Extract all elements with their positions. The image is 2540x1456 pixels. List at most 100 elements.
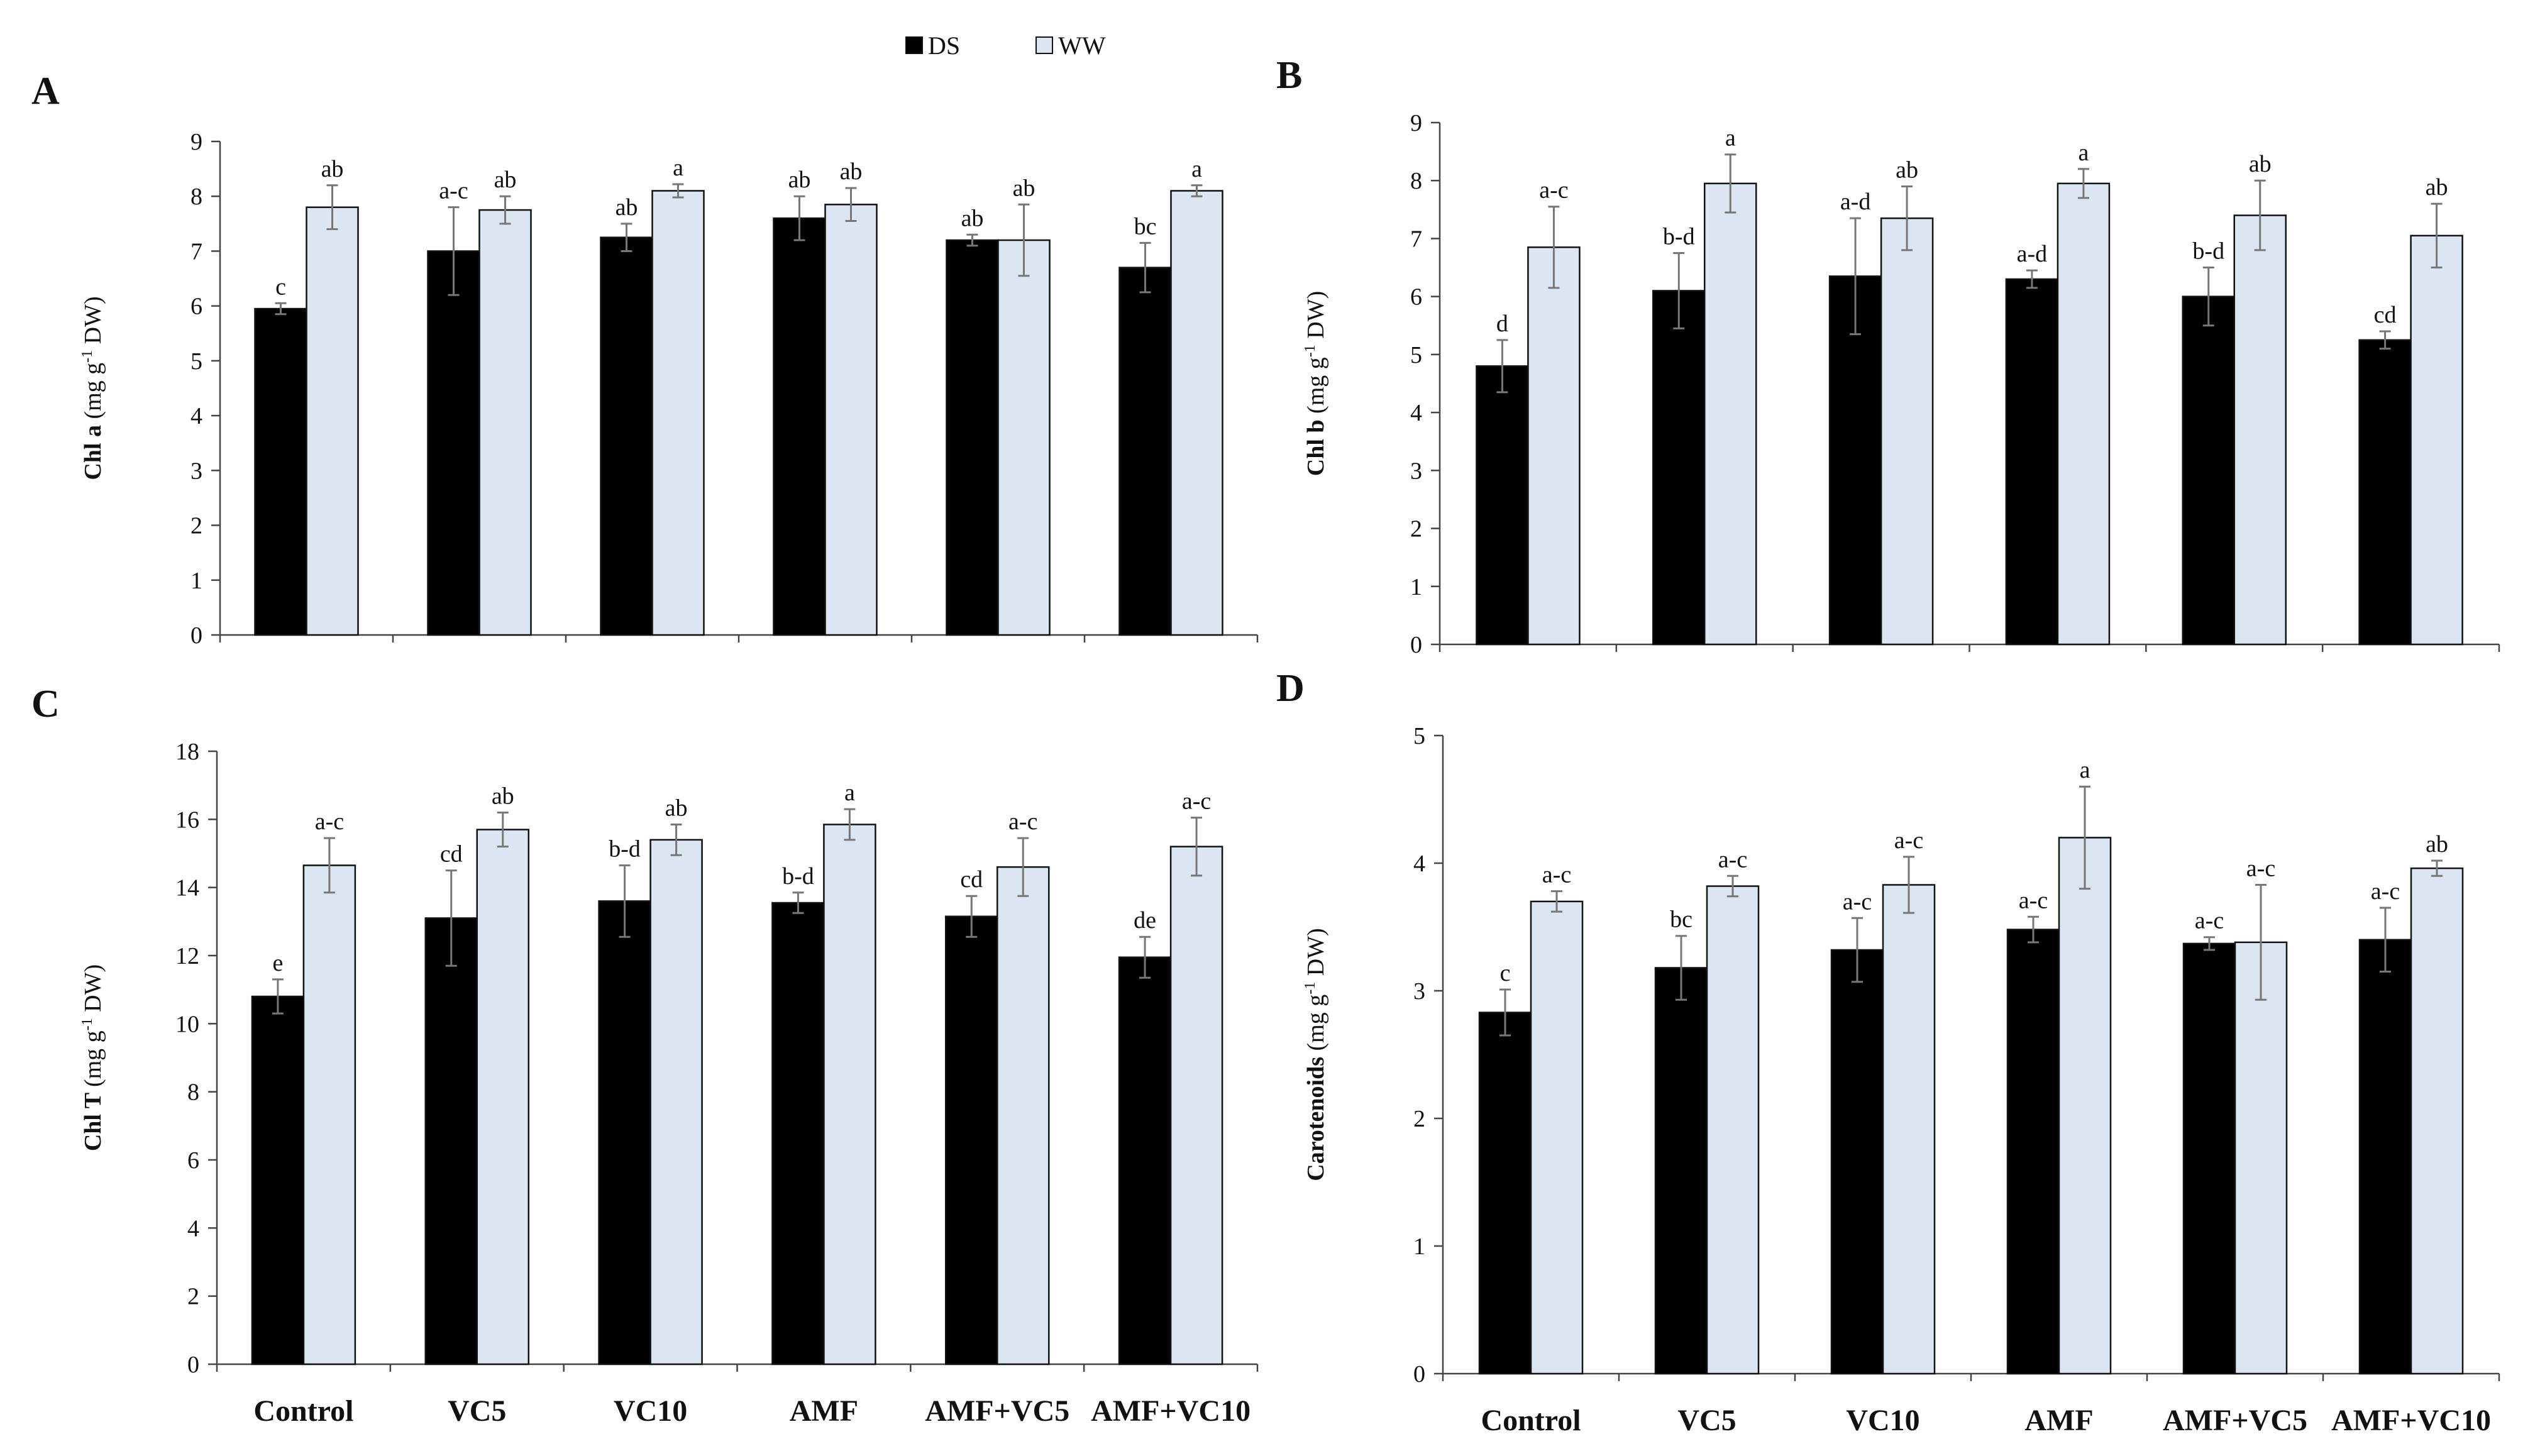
significance-letter-d-ds: bc <box>1670 907 1692 933</box>
bar-a-ww <box>306 206 359 636</box>
significance-letter-a-ww: a <box>1191 156 1202 182</box>
significance-letter-a-ds: ab <box>616 194 638 221</box>
x-tick-label-c: AMF <box>790 1394 858 1428</box>
significance-letter-c-ds: b-d <box>609 836 641 862</box>
significance-letter-b-ww: a <box>2078 140 2089 166</box>
significance-letter-c-ds: b-d <box>782 863 814 890</box>
y-tick-label-a: 6 <box>190 294 202 320</box>
bar-d-ww <box>2234 941 2288 1375</box>
bar-c-ds <box>251 995 305 1365</box>
bar-a-ds <box>1118 267 1172 636</box>
significance-letter-a-ww: ab <box>1013 175 1035 201</box>
bar-d-ww <box>2410 867 2464 1375</box>
legend-swatch-ds <box>905 36 923 54</box>
x-tick-label-d: AMF+VC10 <box>2331 1404 2491 1437</box>
bar-b-ds <box>2005 278 2059 646</box>
y-tick-label-c: 14 <box>175 875 199 902</box>
y-tick-label-a: 1 <box>190 568 202 594</box>
significance-letter-d-ww: ab <box>2426 831 2448 858</box>
bar-b-ds <box>1652 290 1706 646</box>
significance-letter-a-ds: ab <box>961 205 984 231</box>
bar-d-ww <box>2058 837 2112 1375</box>
bar-c-ds <box>424 917 478 1365</box>
bar-c-ds <box>771 902 825 1365</box>
significance-letter-a-ds: c <box>275 273 286 300</box>
bar-a-ds <box>600 236 653 636</box>
significance-letter-c-ww: a <box>844 780 855 806</box>
panel-label-c: C <box>31 683 60 725</box>
bar-b-ww <box>2233 214 2287 646</box>
significance-letter-c-ww: ab <box>665 795 688 821</box>
bar-b-ww <box>1527 246 1581 646</box>
y-tick-label-a: 7 <box>190 238 202 265</box>
significance-letter-b-ww: ab <box>2426 174 2448 201</box>
significance-letter-c-ww: a-c <box>1008 808 1037 835</box>
y-tick-label-b: 3 <box>1410 458 1422 484</box>
bar-b-ww <box>2410 234 2463 646</box>
chart-panel-d: D 0 1 2 3 4 5 Carotenoids (mg g-1 DW) c a-c Contro… <box>1276 667 2500 1437</box>
bar-b-ww <box>1880 217 1934 646</box>
significance-letter-d-ds: a-c <box>2371 878 2400 905</box>
y-tick-label-c: 16 <box>175 807 199 833</box>
significance-letter-d-ww: a-c <box>1718 846 1747 873</box>
bar-a-ww <box>478 209 532 636</box>
y-axis-label-b: Chl b (mg g-1 DW) <box>1302 291 1329 476</box>
chart-panel-b: B 0 1 2 3 4 5 6 7 8 9 Chl b (mg g-1 DW) d a-c b-d a a-d a… <box>1276 54 2500 658</box>
panel-label-b: B <box>1276 54 1302 97</box>
legend: DS WW <box>905 28 1106 63</box>
legend-swatch-ww <box>1035 36 1054 54</box>
bar-d-ds <box>2006 929 2060 1375</box>
significance-letter-b-ds: a-d <box>1840 189 1871 215</box>
significance-letter-d-ds: c <box>1500 960 1511 986</box>
y-axis-label-d: Carotenoids (mg g-1 DW) <box>1302 928 1329 1181</box>
y-tick-label-a: 2 <box>190 513 202 539</box>
bar-d-ds <box>2358 939 2412 1375</box>
y-tick-label-c: 18 <box>175 739 199 765</box>
y-tick-label-a: 9 <box>190 129 202 155</box>
y-tick-label-a: 8 <box>190 184 202 210</box>
bar-a-ww <box>1170 190 1223 636</box>
significance-letter-b-ds: cd <box>2374 302 2397 328</box>
significance-letter-d-ww: a-c <box>1542 862 1571 888</box>
y-tick-label-c: 8 <box>187 1079 199 1106</box>
x-tick-label-d: AMF+VC5 <box>2163 1404 2307 1437</box>
bar-a-ww <box>651 190 705 636</box>
significance-letter-d-ds: a-c <box>1843 888 1872 915</box>
bar-c-ww <box>823 824 876 1365</box>
bar-a-ww <box>824 204 878 636</box>
significance-letter-a-ww: ab <box>840 158 863 185</box>
y-tick-label-c: 10 <box>175 1011 199 1037</box>
y-tick-label-d: 0 <box>1413 1361 1425 1387</box>
x-tick-label-d: VC5 <box>1677 1404 1736 1437</box>
significance-letter-b-ds: b-d <box>2192 238 2224 265</box>
significance-letter-b-ds: d <box>1496 311 1508 337</box>
bar-a-ds <box>427 250 480 636</box>
significance-letter-a-ww: ab <box>494 167 517 193</box>
x-tick-label-d: AMF <box>2024 1404 2093 1437</box>
significance-letter-b-ds: b-d <box>1663 224 1695 250</box>
legend-label-ds: DS <box>928 31 961 60</box>
y-axis-label-c: Chl T (mg g-1 DW) <box>79 964 106 1151</box>
y-tick-label-b: 0 <box>1410 632 1422 658</box>
bar-a-ww <box>997 239 1051 636</box>
x-tick-label-c: AMF+VC10 <box>1091 1394 1251 1428</box>
y-tick-label-c: 6 <box>187 1147 199 1174</box>
bar-b-ww <box>2057 182 2111 646</box>
y-tick-label-d: 1 <box>1413 1233 1425 1260</box>
bar-b-ww <box>1704 182 1757 646</box>
bar-c-ww <box>476 829 529 1365</box>
panel-label-a: A <box>31 70 60 113</box>
y-tick-label-d: 2 <box>1413 1106 1425 1132</box>
bar-a-ds <box>946 239 999 636</box>
bar-c-ds <box>598 900 651 1365</box>
bar-c-ds <box>1118 956 1172 1365</box>
bar-c-ww <box>997 866 1050 1365</box>
significance-letter-d-ww: a-c <box>2246 856 2275 882</box>
significance-letter-b-ww: a <box>1725 125 1736 152</box>
significance-letter-d-ds: a-c <box>2195 908 2224 934</box>
significance-letter-a-ww: a <box>673 155 683 181</box>
significance-letter-b-ww: ab <box>1896 157 1918 183</box>
y-tick-label-d: 4 <box>1413 851 1425 877</box>
significance-letter-a-ds: ab <box>788 167 811 193</box>
bar-d-ww <box>1530 900 1584 1375</box>
